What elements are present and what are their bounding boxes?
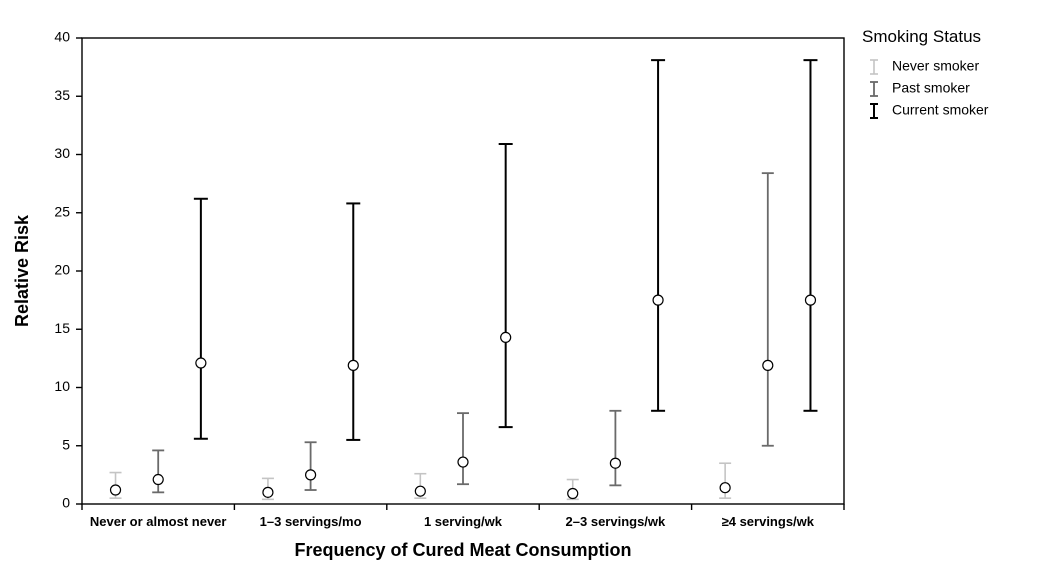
- y-tick-label: 20: [54, 262, 70, 278]
- data-point-marker: [568, 489, 578, 499]
- x-category-label: 1–3 servings/mo: [260, 514, 362, 529]
- errorbar: [110, 473, 122, 499]
- x-category-label: 2–3 servings/wk: [566, 514, 666, 529]
- data-point-marker: [805, 295, 815, 305]
- data-point-marker: [458, 457, 468, 467]
- data-point-marker: [415, 486, 425, 496]
- y-tick-label: 40: [54, 29, 70, 45]
- errorbar: [719, 463, 731, 498]
- data-point-marker: [720, 483, 730, 493]
- y-tick-label: 35: [54, 87, 70, 103]
- errorbar: [762, 173, 774, 446]
- legend: Smoking Status Never smoker Past smoker Cur…: [862, 27, 989, 118]
- errorbar: [499, 144, 513, 427]
- y-tick-label: 5: [62, 436, 70, 452]
- errorbar: [803, 60, 817, 411]
- legend-item-label: Current smoker: [892, 102, 989, 118]
- chart-svg: 0 5 10 15 20 25 30 35 40 Relative Risk Never or al…: [0, 0, 1050, 578]
- data-point-marker: [653, 295, 663, 305]
- legend-title: Smoking Status: [862, 27, 981, 46]
- x-axis-label: Frequency of Cured Meat Consumption: [294, 540, 631, 560]
- errorbar: [346, 203, 360, 439]
- data-point-marker: [263, 487, 273, 497]
- legend-item-label: Never smoker: [892, 58, 979, 74]
- x-category-label: ≥4 servings/wk: [722, 514, 815, 529]
- data-point-marker: [501, 332, 511, 342]
- errorbar: [609, 411, 621, 486]
- errorbar: [651, 60, 665, 411]
- errorbar: [152, 450, 164, 492]
- y-tick-label: 30: [54, 145, 70, 161]
- y-tick-label: 25: [54, 203, 70, 219]
- errorbar: [457, 413, 469, 484]
- relative-risk-chart: 0 5 10 15 20 25 30 35 40 Relative Risk Never or al…: [0, 0, 1050, 578]
- data-point-marker: [111, 485, 121, 495]
- y-tick-label: 0: [62, 495, 70, 511]
- errorbar: [414, 474, 426, 498]
- y-axis-label: Relative Risk: [12, 214, 32, 327]
- data-point-marker: [348, 360, 358, 370]
- errorbar: [305, 442, 317, 490]
- data-point-marker: [306, 470, 316, 480]
- errorbar: [194, 199, 208, 439]
- x-category-label: 1 serving/wk: [424, 514, 503, 529]
- errorbar: [567, 480, 579, 500]
- legend-item-label: Past smoker: [892, 80, 970, 96]
- data-point-marker: [196, 358, 206, 368]
- y-tick-label: 10: [54, 378, 70, 394]
- errorbar: [262, 478, 274, 499]
- x-category-label: Never or almost never: [90, 514, 227, 529]
- y-tick-label: 15: [54, 320, 70, 336]
- data-point-marker: [763, 360, 773, 370]
- data-point-marker: [610, 458, 620, 468]
- data-point-marker: [153, 475, 163, 485]
